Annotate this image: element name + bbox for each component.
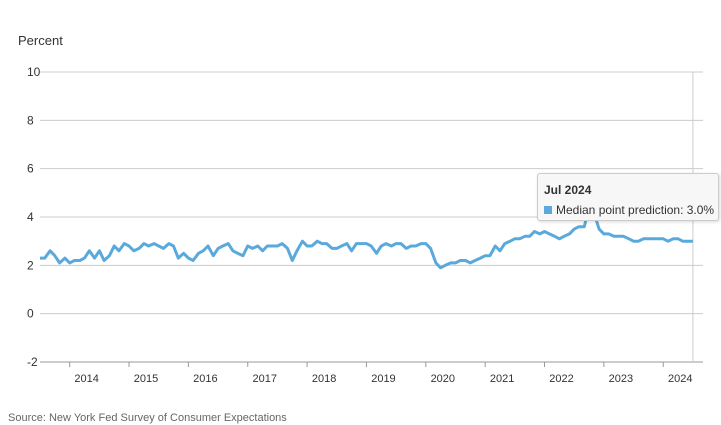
x-tick-label: 2021 (490, 373, 514, 385)
tooltip-value: Median point prediction: 3.0% (556, 203, 715, 217)
tooltip-row: Median point prediction: 3.0% (544, 203, 714, 217)
y-tick-label: 0 (27, 307, 34, 321)
x-tick-label: 2019 (371, 373, 395, 385)
x-tick-label: 2016 (193, 373, 217, 385)
x-tick-label: 2020 (431, 373, 455, 385)
hover-tooltip: Jul 2024 Median point prediction: 3.0% (537, 173, 719, 221)
y-tick-label: 8 (27, 113, 34, 127)
x-tick-label: 2018 (312, 373, 336, 385)
gridlines (40, 71, 703, 315)
y-tick-labels: 10 8 6 4 2 0 -2 (27, 65, 41, 369)
tooltip-date: Jul 2024 (544, 183, 592, 197)
series-swatch (544, 206, 552, 214)
series-line-median-point-prediction[interactable] (40, 205, 693, 270)
x-tick-label: 2017 (253, 373, 277, 385)
x-tick-label: 2014 (74, 373, 98, 385)
y-tick-label: -2 (27, 355, 38, 369)
x-tick-label: 2022 (549, 373, 573, 385)
x-tick-label: 2024 (668, 373, 692, 385)
y-axis-title: Percent (18, 33, 63, 48)
y-tick-label: 2 (27, 258, 34, 272)
x-tick-label: 2023 (609, 373, 633, 385)
x-tick-labels: 2014 2015 2016 2017 2018 2019 2020 2021 2022 2023… (69, 362, 692, 385)
y-tick-label: 6 (27, 162, 34, 176)
source-note: Source: New York Fed Survey of Consumer … (8, 412, 287, 424)
x-tick-label: 2015 (134, 373, 158, 385)
y-tick-label: 4 (27, 210, 34, 224)
y-tick-label: 10 (27, 65, 41, 79)
